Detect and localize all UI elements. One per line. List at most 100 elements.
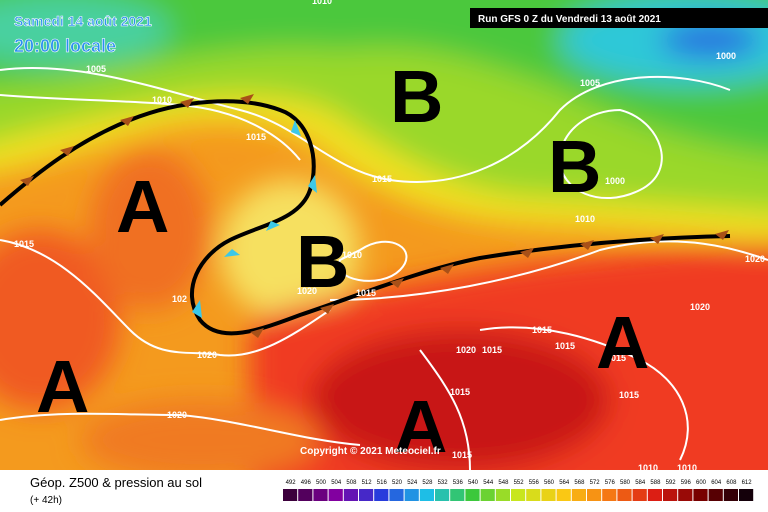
isobar-label: 1015	[555, 341, 575, 351]
colorbar-label: 556	[529, 480, 540, 486]
colorbar-swatch	[526, 489, 541, 501]
isobar-label: 1020	[456, 345, 476, 355]
pressure-center: A	[0, 0, 53, 16]
isobar-label: 1020	[167, 410, 187, 420]
colorbar-label: 504	[331, 480, 342, 486]
pressure-center: A	[36, 345, 89, 428]
pressure-center: A	[394, 385, 447, 468]
isobar-label: 1020	[197, 350, 217, 360]
colorbar-swatch	[739, 489, 754, 501]
colorbar-label: 532	[438, 480, 449, 486]
colorbar-label: 492	[286, 480, 297, 486]
isobar-label: 1010	[312, 0, 332, 6]
colorbar-swatch	[632, 489, 647, 501]
colorbar-swatch	[617, 489, 632, 501]
colorbar-swatch	[313, 489, 328, 501]
colorbar-swatch	[465, 489, 480, 501]
isobar-label: 1020	[297, 286, 317, 296]
colorbar-swatch	[587, 489, 602, 501]
isobar-label: 1015	[482, 345, 502, 355]
colorbar-label: 540	[468, 480, 479, 486]
colorbar-swatch	[374, 489, 389, 501]
isobar-label: 102	[172, 294, 187, 304]
colorbar-swatch	[435, 489, 450, 501]
colorbar-swatch	[480, 489, 495, 501]
colorbar-label: 548	[498, 480, 509, 486]
colorbar-swatch	[495, 489, 510, 501]
colorbar-swatch	[404, 489, 419, 501]
isobar-label: 1020	[690, 302, 710, 312]
front-arrows	[20, 94, 729, 338]
colorbar-swatch	[556, 489, 571, 501]
colorbar-label: 584	[635, 480, 646, 486]
isobar-label: 1010	[152, 95, 172, 105]
colorbar-label: 592	[666, 480, 677, 486]
colorbar-swatch	[298, 489, 313, 501]
colorbar-swatch	[419, 489, 434, 501]
isobar-label: 1015	[532, 325, 552, 335]
colorbar-label: 608	[726, 480, 737, 486]
colorbar-label: 552	[514, 480, 525, 486]
colorbar-label: 520	[392, 480, 403, 486]
footer-title: Géop. Z500 & pression au sol	[30, 475, 202, 490]
colorbar-swatch	[389, 489, 404, 501]
isobar-label: 1010	[638, 463, 658, 473]
colorbar-label: 512	[362, 480, 373, 486]
run-info: Run GFS 0 Z du Vendredi 13 août 2021	[478, 14, 661, 25]
colorbar-label: 612	[742, 480, 753, 486]
isobar-label: 1015	[619, 390, 639, 400]
pressure-center: A	[596, 301, 649, 384]
isobar-label: 1020	[745, 254, 765, 264]
colorbar-swatch	[678, 489, 693, 501]
colorbar-label: 588	[650, 480, 661, 486]
colorbar-swatch	[450, 489, 465, 501]
geopotential-field: 1010100510101015101510051000100010101015…	[0, 0, 768, 473]
colorbar-label: 528	[422, 480, 433, 486]
colorbar-swatch	[541, 489, 556, 501]
colorbar-swatch	[647, 489, 662, 501]
colorbar-swatch	[511, 489, 526, 501]
colorbar-swatch	[571, 489, 586, 501]
isobar-label: 1015	[356, 288, 376, 298]
isobar-label: 1010	[677, 463, 697, 473]
date: Samedi 14 août 2021	[14, 13, 152, 29]
colorbar-swatch	[343, 489, 358, 501]
colorbar-swatch	[693, 489, 708, 501]
colorbar-label: 496	[301, 480, 312, 486]
isobar-label: 1015	[452, 450, 472, 460]
copyright: Copyright © 2021 Meteociel.fr	[300, 446, 441, 457]
colorbar-label: 560	[544, 480, 555, 486]
colorbar-label: 604	[711, 480, 722, 486]
colorbar-swatch	[359, 489, 374, 501]
colorbar-swatch	[723, 489, 738, 501]
colorbar-label: 572	[590, 480, 601, 486]
pressure-center: B	[548, 125, 601, 208]
colorbar-swatch	[602, 489, 617, 501]
colorbar: 492 496 500 504 508 512 516 520 524 528 532 536 540 5…	[283, 480, 754, 501]
isobar-label: 1015	[14, 239, 34, 249]
isobar-label: 1005	[580, 78, 600, 88]
colorbar-label: 564	[559, 480, 570, 486]
isobar-label: 1000	[716, 51, 736, 61]
run-banner	[470, 8, 768, 28]
isobar-label: 1010	[575, 214, 595, 224]
colorbar-label: 596	[681, 480, 692, 486]
colorbar-swatch	[283, 489, 298, 501]
cold-front-arrows	[192, 120, 317, 318]
isobar-label: 1015	[606, 353, 626, 363]
colorbar-label: 536	[453, 480, 464, 486]
isobar-label: 1015	[450, 387, 470, 397]
colorbar-label: 500	[316, 480, 327, 486]
front	[0, 99, 731, 336]
colorbar-label: 524	[407, 480, 418, 486]
colorbar-label: 516	[377, 480, 388, 486]
time: 20:00 locale	[14, 36, 116, 56]
colorbar-label: 600	[696, 480, 707, 486]
colorbar-swatch	[708, 489, 723, 501]
isobar-label: 1015	[372, 174, 392, 184]
isobars	[0, 67, 768, 470]
colorbar-label: 580	[620, 480, 631, 486]
colorbar-swatch	[328, 489, 343, 501]
isobar-label: 1010	[342, 250, 362, 260]
